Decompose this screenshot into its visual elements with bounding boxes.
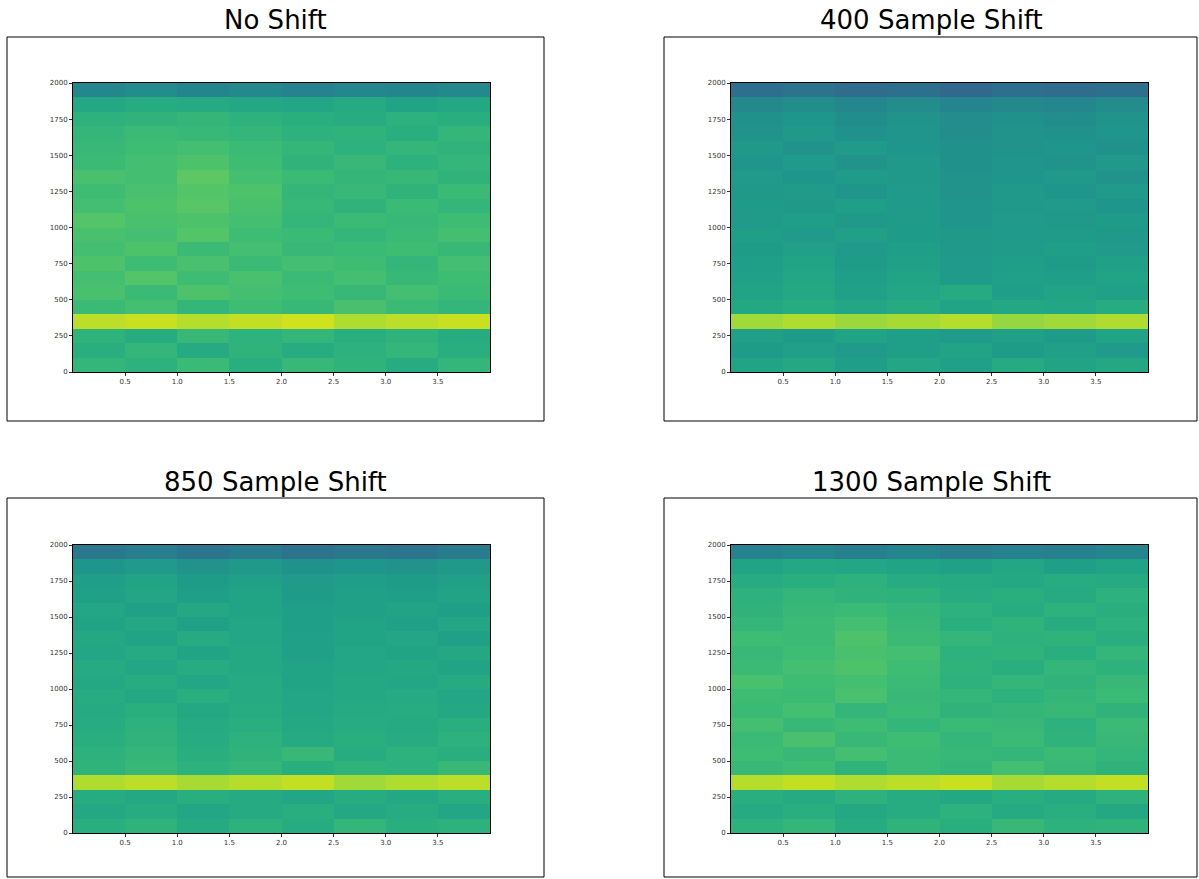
svg-text:2.0: 2.0	[276, 378, 287, 386]
svg-text:2.5: 2.5	[328, 378, 339, 386]
svg-text:500: 500	[54, 757, 67, 765]
svg-text:1.5: 1.5	[224, 839, 235, 847]
svg-text:750: 750	[54, 721, 67, 729]
svg-text:2.5: 2.5	[986, 839, 997, 847]
svg-text:1250: 1250	[50, 188, 68, 196]
svg-text:3.5: 3.5	[1090, 839, 1101, 847]
svg-text:1750: 1750	[708, 577, 726, 585]
svg-text:400 Sample Shift: 400 Sample Shift	[820, 5, 1043, 35]
svg-text:2000: 2000	[708, 541, 726, 549]
svg-text:850 Sample Shift: 850 Sample Shift	[164, 467, 387, 497]
svg-text:3.0: 3.0	[1038, 839, 1049, 847]
svg-text:750: 750	[54, 260, 67, 268]
svg-text:1500: 1500	[708, 152, 726, 160]
svg-text:0.5: 0.5	[120, 378, 131, 386]
svg-text:500: 500	[712, 757, 725, 765]
svg-text:250: 250	[54, 332, 67, 340]
svg-text:0: 0	[721, 368, 725, 376]
svg-text:750: 750	[712, 260, 725, 268]
svg-text:1.0: 1.0	[830, 378, 841, 386]
svg-text:1250: 1250	[708, 649, 726, 657]
svg-text:1250: 1250	[50, 649, 68, 657]
svg-text:2.0: 2.0	[276, 839, 287, 847]
svg-text:3.0: 3.0	[380, 839, 391, 847]
svg-text:0: 0	[63, 829, 67, 837]
svg-text:250: 250	[712, 793, 725, 801]
svg-text:2.5: 2.5	[328, 839, 339, 847]
svg-text:0.5: 0.5	[120, 839, 131, 847]
svg-text:2.0: 2.0	[934, 378, 945, 386]
svg-text:3.5: 3.5	[1090, 378, 1101, 386]
svg-text:1000: 1000	[708, 685, 726, 693]
svg-text:250: 250	[712, 332, 725, 340]
svg-text:No Shift: No Shift	[224, 5, 327, 35]
svg-text:2.5: 2.5	[986, 378, 997, 386]
svg-text:500: 500	[712, 296, 725, 304]
svg-text:2000: 2000	[50, 541, 68, 549]
svg-text:0.5: 0.5	[778, 378, 789, 386]
svg-text:0.5: 0.5	[778, 839, 789, 847]
svg-text:1.5: 1.5	[882, 839, 893, 847]
svg-text:1000: 1000	[50, 685, 68, 693]
svg-text:3.5: 3.5	[432, 378, 443, 386]
svg-text:3.0: 3.0	[380, 378, 391, 386]
svg-text:2.0: 2.0	[934, 839, 945, 847]
svg-text:250: 250	[54, 793, 67, 801]
svg-text:1.0: 1.0	[172, 839, 183, 847]
svg-text:1300 Sample Shift: 1300 Sample Shift	[812, 467, 1051, 497]
svg-text:1500: 1500	[708, 613, 726, 621]
svg-text:1500: 1500	[50, 613, 68, 621]
svg-text:750: 750	[712, 721, 725, 729]
svg-text:3.5: 3.5	[432, 839, 443, 847]
svg-text:500: 500	[54, 296, 67, 304]
svg-text:3.0: 3.0	[1038, 378, 1049, 386]
svg-text:1750: 1750	[50, 577, 68, 585]
svg-text:1500: 1500	[50, 152, 68, 160]
svg-text:2000: 2000	[708, 79, 726, 87]
svg-text:1750: 1750	[50, 116, 68, 124]
svg-text:1750: 1750	[708, 116, 726, 124]
svg-text:1.5: 1.5	[224, 378, 235, 386]
svg-text:1250: 1250	[708, 188, 726, 196]
svg-text:2000: 2000	[50, 79, 68, 87]
svg-text:1000: 1000	[50, 224, 68, 232]
svg-text:1.0: 1.0	[830, 839, 841, 847]
svg-text:0: 0	[63, 368, 67, 376]
svg-text:1.5: 1.5	[882, 378, 893, 386]
svg-text:1000: 1000	[708, 224, 726, 232]
svg-text:1.0: 1.0	[172, 378, 183, 386]
svg-text:0: 0	[721, 829, 725, 837]
